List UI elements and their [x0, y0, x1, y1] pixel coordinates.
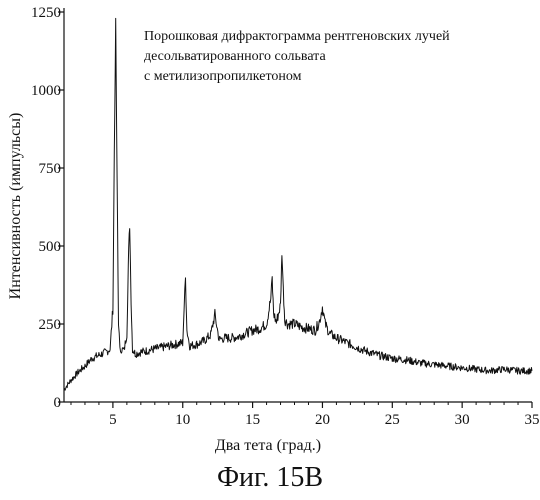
series-line-0	[63, 17, 533, 391]
annotation-line-2: десольватированного сольвата	[144, 49, 326, 64]
figure-caption: Фиг. 15В	[216, 462, 324, 493]
annotation-line-3: с метилизопропилкетоном	[144, 69, 302, 84]
axes	[63, 8, 532, 403]
y-tick-label: 250	[39, 317, 62, 333]
x-axis-title: Два тета (град.)	[215, 437, 321, 454]
y-tick-label: 1250	[31, 5, 61, 21]
x-tick-label: 5	[109, 412, 117, 428]
x-tick-label: 20	[315, 412, 330, 428]
x-tick-label: 25	[385, 412, 400, 428]
annotation-block: Порошковая дифрактограмма рентгеновских …	[144, 29, 450, 84]
y-tick-label: 1000	[31, 83, 61, 99]
y-tick-label: 750	[39, 161, 62, 177]
y-tick-label: 500	[39, 239, 62, 255]
x-tick-label: 35	[525, 412, 540, 428]
series-layer	[63, 17, 533, 391]
ticks: 5 10 15 20 25 30 35 0 250 500 750 1000 1250	[31, 5, 540, 428]
annotation-line-1: Порошковая дифрактограмма рентгеновских …	[144, 29, 450, 44]
y-tick-label: 0	[54, 395, 62, 411]
y-axis-title: Интенсивность (импульсы)	[7, 113, 24, 300]
x-tick-label: 15	[245, 412, 260, 428]
diffractogram-chart: 5 10 15 20 25 30 35 0 250 500 750 1000 1250 Порошков…	[7, 5, 540, 454]
x-tick-label: 10	[175, 412, 190, 428]
x-tick-label: 30	[455, 412, 470, 428]
